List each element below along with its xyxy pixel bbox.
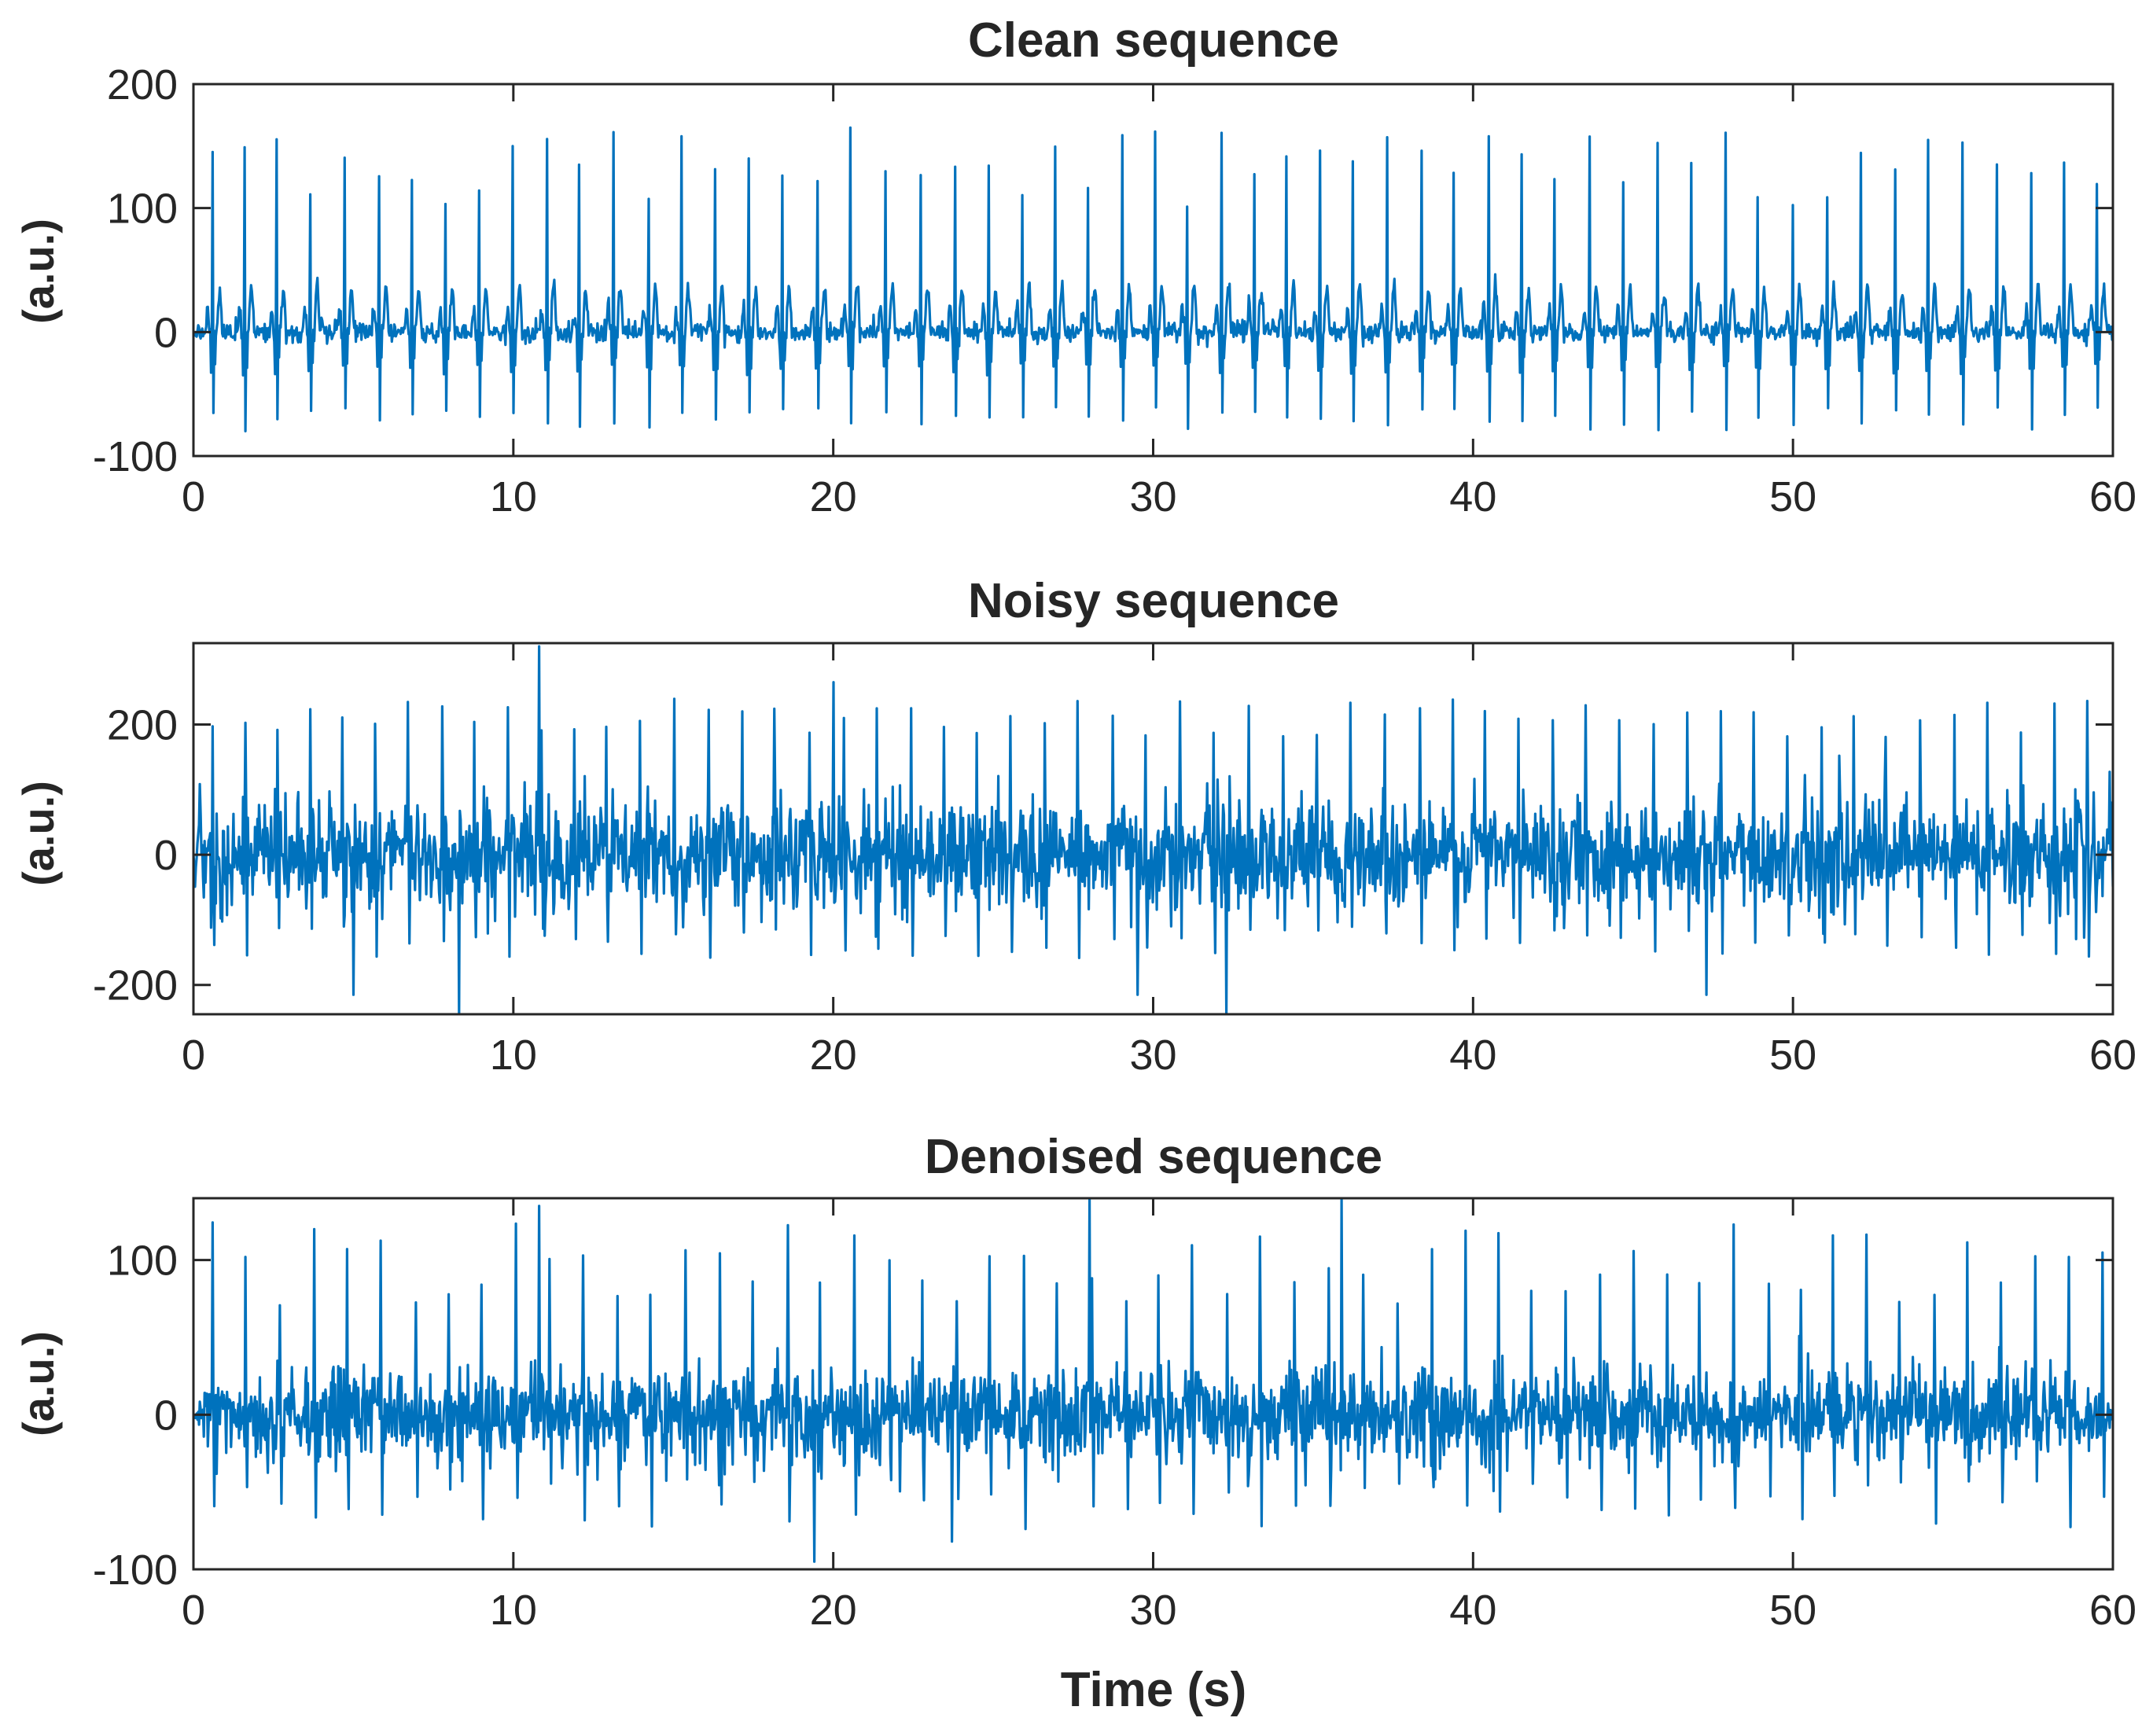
chart-title: Noisy sequence: [968, 574, 1339, 628]
y-tick-label: 0: [154, 309, 178, 356]
x-tick-label: 20: [810, 1587, 857, 1634]
x-tick-label: 50: [1769, 473, 1816, 520]
x-tick-label: 40: [1449, 1587, 1496, 1634]
x-tick-label: 30: [1129, 1032, 1176, 1079]
axes-box: [192, 642, 2114, 1016]
y-tick-label: -100: [93, 433, 178, 480]
x-tick-label: 10: [490, 473, 537, 520]
y-tick-label: 0: [154, 1392, 178, 1439]
series-line-denoised: [193, 1198, 2113, 1563]
x-tick-label: 0: [182, 1032, 205, 1079]
x-axis-label: Time (s): [1061, 1663, 1247, 1717]
y-tick-label: -100: [93, 1547, 178, 1594]
x-tick-label: 10: [490, 1587, 537, 1634]
clean-sequence-panel: Clean sequence (a.u.) 0 10 20 30 40 50 60-1000…: [13, 13, 2136, 520]
x-tick-label: 50: [1769, 1587, 1816, 1634]
y-tick-label: -200: [93, 962, 178, 1010]
x-tick-label: 30: [1129, 1587, 1176, 1634]
y-axis-label: (a.u.): [13, 1331, 63, 1436]
x-tick-label: 50: [1769, 1032, 1816, 1079]
x-tick-label: 20: [810, 1032, 857, 1079]
x-tick-label: 60: [2089, 473, 2136, 520]
x-tick-label: 0: [182, 1587, 205, 1634]
y-tick-label: 0: [154, 832, 178, 879]
y-tick-label: 200: [107, 61, 178, 108]
x-tick-label: 40: [1449, 473, 1496, 520]
series-line-noisy: [193, 645, 2113, 1014]
chart-title: Denoised sequence: [925, 1130, 1382, 1184]
denoised-sequence-panel: Denoised sequence (a.u.) 0 10 20 30 40 50 60 -1…: [13, 1130, 2136, 1717]
y-tick-label: 100: [107, 1238, 178, 1285]
y-axis-label: (a.u.): [13, 219, 63, 324]
axes-box: [192, 83, 2114, 458]
y-tick-label: 100: [107, 186, 178, 233]
y-tick-label: 200: [107, 702, 178, 749]
x-tick-label: 10: [490, 1032, 537, 1079]
x-tick-label: 60: [2089, 1032, 2136, 1079]
x-tick-label: 20: [810, 473, 857, 520]
y-axis-label: (a.u.): [13, 781, 63, 886]
x-tick-label: 30: [1129, 473, 1176, 520]
series-line-clean: [193, 126, 2113, 432]
x-tick-label: 60: [2089, 1587, 2136, 1634]
x-tick-label: 0: [182, 473, 205, 520]
chart-title: Clean sequence: [968, 13, 1339, 68]
noisy-sequence-panel: Noisy sequence (a.u.) 0 10 20 30 40 50 60-2000…: [13, 574, 2136, 1079]
x-tick-label: 40: [1449, 1032, 1496, 1079]
